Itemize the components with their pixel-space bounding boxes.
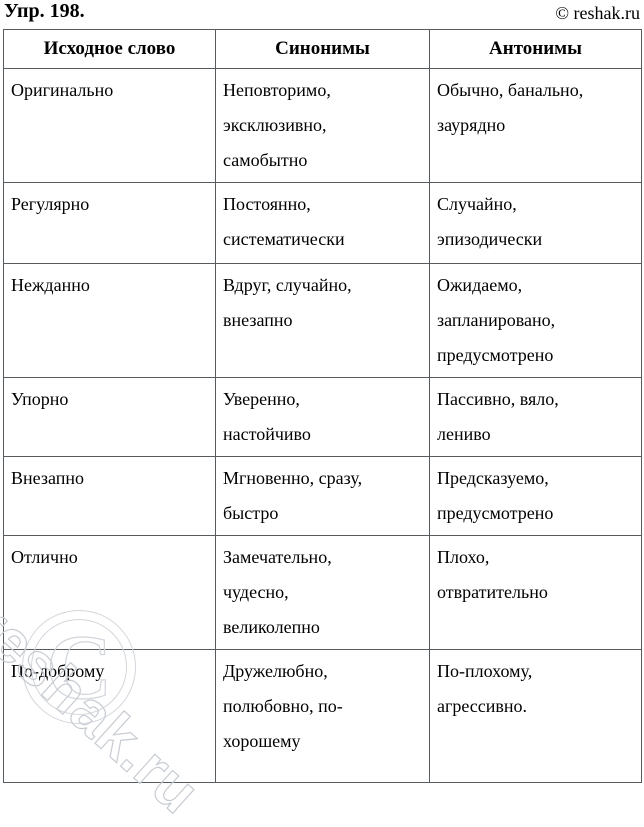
cell-synonyms: Замечательно, чудесно, великолепно bbox=[215, 535, 430, 650]
column-header-synonyms: Синонимы bbox=[215, 29, 430, 69]
cell-source-word: Упорно bbox=[3, 377, 216, 457]
synonyms-antonyms-table-wrapper: Исходное слово Синонимы Антонимы Оригина… bbox=[3, 29, 642, 783]
cell-line: настойчиво bbox=[223, 424, 311, 444]
cell-line: Предсказуемо, bbox=[437, 468, 549, 488]
cell-line: Регулярно bbox=[11, 194, 90, 214]
cell-source-word: Отлично bbox=[3, 535, 216, 650]
cell-antonyms: По-плохому, агрессивно. bbox=[429, 649, 642, 783]
table-body: Оригинально Неповторимо, эксклюзивно, са… bbox=[3, 68, 642, 783]
cell-line: Уверенно, bbox=[223, 389, 300, 409]
cell-line: полюбовно, по- bbox=[223, 696, 343, 716]
cell-line: Ожидаемо, bbox=[437, 275, 523, 295]
table-header-row: Исходное слово Синонимы Антонимы bbox=[3, 29, 642, 69]
cell-line: предусмотрено bbox=[437, 345, 554, 365]
cell-line: Случайно, bbox=[437, 194, 517, 214]
cell-line: Вдруг, случайно, bbox=[223, 275, 352, 295]
cell-line: чудесно, bbox=[223, 582, 289, 602]
cell-synonyms: Вдруг, случайно, внезапно bbox=[215, 263, 430, 378]
cell-line: Неповторимо, bbox=[223, 80, 331, 100]
cell-synonyms: Дружелюбно, полюбовно, по- хорошему bbox=[215, 649, 430, 783]
cell-antonyms: Случайно, эпизодически bbox=[429, 182, 642, 264]
cell-line: агрессивно. bbox=[437, 696, 528, 716]
cell-line: быстро bbox=[223, 503, 279, 523]
cell-synonyms: Мгновенно, сразу, быстро bbox=[215, 456, 430, 536]
cell-line: Внезапно bbox=[11, 468, 84, 488]
cell-line: заурядно bbox=[437, 115, 506, 135]
cell-line: Нежданно bbox=[11, 275, 90, 295]
table-row: Отлично Замечательно, чудесно, великолеп… bbox=[3, 535, 642, 650]
cell-line: отвратительно bbox=[437, 582, 548, 602]
synonyms-antonyms-table: Исходное слово Синонимы Антонимы Оригина… bbox=[3, 29, 642, 783]
cell-line: эксклюзивно, bbox=[223, 115, 327, 135]
table-row: Регулярно Постоянно, систематически Случ… bbox=[3, 182, 642, 264]
cell-line: великолепно bbox=[223, 617, 320, 637]
cell-line: Пассивно, вяло, bbox=[437, 389, 559, 409]
cell-antonyms: Предсказуемо, предусмотрено bbox=[429, 456, 642, 536]
cell-line: хорошему bbox=[223, 731, 301, 751]
table-header: Исходное слово Синонимы Антонимы bbox=[3, 29, 642, 69]
cell-line: Мгновенно, сразу, bbox=[223, 468, 363, 488]
page-title: Упр. 198. bbox=[4, 0, 85, 22]
cell-source-word: По-доброму bbox=[3, 649, 216, 783]
table-row: Оригинально Неповторимо, эксклюзивно, са… bbox=[3, 68, 642, 183]
cell-source-word: Оригинально bbox=[3, 68, 216, 183]
column-header-source-word: Исходное слово bbox=[3, 29, 216, 69]
table-row: Внезапно Мгновенно, сразу, быстро Предск… bbox=[3, 456, 642, 536]
cell-line: самобытно bbox=[223, 150, 308, 170]
cell-line: запланировано, bbox=[437, 310, 556, 330]
cell-line: Обычно, банально, bbox=[437, 80, 584, 100]
cell-line: лениво bbox=[437, 424, 491, 444]
cell-line: Оригинально bbox=[11, 80, 114, 100]
cell-antonyms: Обычно, банально, заурядно bbox=[429, 68, 642, 183]
cell-antonyms: Ожидаемо, запланировано, предусмотрено bbox=[429, 263, 642, 378]
cell-line: По-доброму bbox=[11, 661, 105, 681]
cell-line: внезапно bbox=[223, 310, 293, 330]
cell-source-word: Нежданно bbox=[3, 263, 216, 378]
cell-antonyms: Плохо, отвратительно bbox=[429, 535, 642, 650]
column-header-antonyms: Антонимы bbox=[429, 29, 642, 69]
cell-line: По-плохому, bbox=[437, 661, 533, 681]
cell-line: Постоянно, bbox=[223, 194, 311, 214]
cell-line: систематически bbox=[223, 229, 345, 249]
cell-antonyms: Пассивно, вяло, лениво bbox=[429, 377, 642, 457]
cell-source-word: Внезапно bbox=[3, 456, 216, 536]
cell-source-word: Регулярно bbox=[3, 182, 216, 264]
cell-line: предусмотрено bbox=[437, 503, 554, 523]
cell-synonyms: Уверенно, настойчиво bbox=[215, 377, 430, 457]
cell-line: Замечательно, bbox=[223, 547, 332, 567]
table-row: По-доброму Дружелюбно, полюбовно, по- хо… bbox=[3, 649, 642, 783]
page-header: Упр. 198. © reshak.ru bbox=[0, 0, 644, 28]
cell-line: Дружелюбно, bbox=[223, 661, 328, 681]
cell-synonyms: Неповторимо, эксклюзивно, самобытно bbox=[215, 68, 430, 183]
cell-line: эпизодически bbox=[437, 229, 543, 249]
table-row: Упорно Уверенно, настойчиво Пассивно, вя… bbox=[3, 377, 642, 457]
cell-line: Плохо, bbox=[437, 547, 490, 567]
cell-synonyms: Постоянно, систематически bbox=[215, 182, 430, 264]
cell-line: Отлично bbox=[11, 547, 78, 567]
copyright-notice: © reshak.ru bbox=[555, 3, 640, 23]
cell-line: Упорно bbox=[11, 389, 69, 409]
table-row: Нежданно Вдруг, случайно, внезапно Ожида… bbox=[3, 263, 642, 378]
